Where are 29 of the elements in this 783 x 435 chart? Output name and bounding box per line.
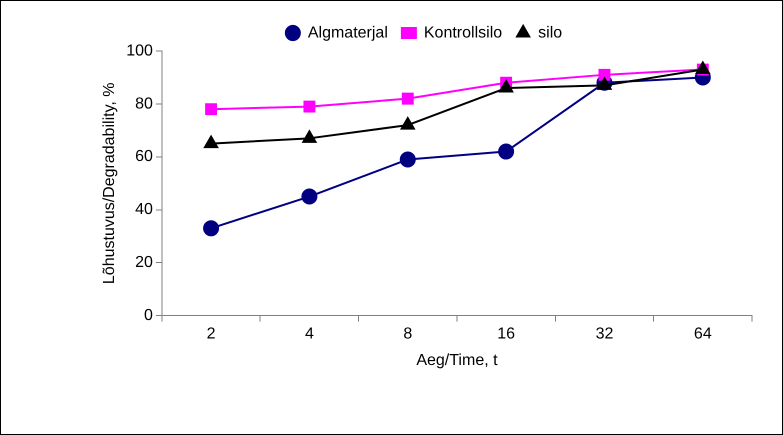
y-tick-label: 60	[135, 148, 153, 166]
point	[205, 103, 218, 116]
point	[203, 220, 220, 236]
x-tick-label: 16	[497, 326, 516, 343]
point	[499, 80, 514, 93]
point	[303, 100, 316, 113]
point	[301, 188, 318, 205]
y-tick-label: 20	[135, 254, 153, 272]
x-tick-label: 2	[206, 326, 216, 343]
y-tick-label: 0	[144, 307, 153, 324]
point	[498, 144, 514, 160]
point	[402, 92, 414, 105]
legend-label: silo	[538, 24, 562, 42]
x-tick-label: 32	[596, 326, 614, 343]
y-axis-title: Lõhustuvus/Degradability, %	[101, 82, 118, 284]
y-tick-label: 40	[135, 201, 153, 218]
x-tick-label: 8	[403, 326, 412, 343]
y-tick-label: 100	[126, 42, 153, 60]
point	[598, 68, 610, 81]
legend-label: Kontrollsilo	[424, 24, 502, 42]
point	[302, 130, 316, 143]
y-tick-label: 80	[135, 95, 153, 112]
point	[400, 117, 415, 130]
point	[204, 136, 218, 148]
point	[400, 151, 416, 168]
x-tick-label: 4	[304, 326, 314, 343]
x-axis-title: Aeg/Time, t	[416, 352, 498, 369]
x-tick-label: 64	[694, 326, 712, 343]
legend-label: Algmaterjal	[308, 24, 388, 42]
